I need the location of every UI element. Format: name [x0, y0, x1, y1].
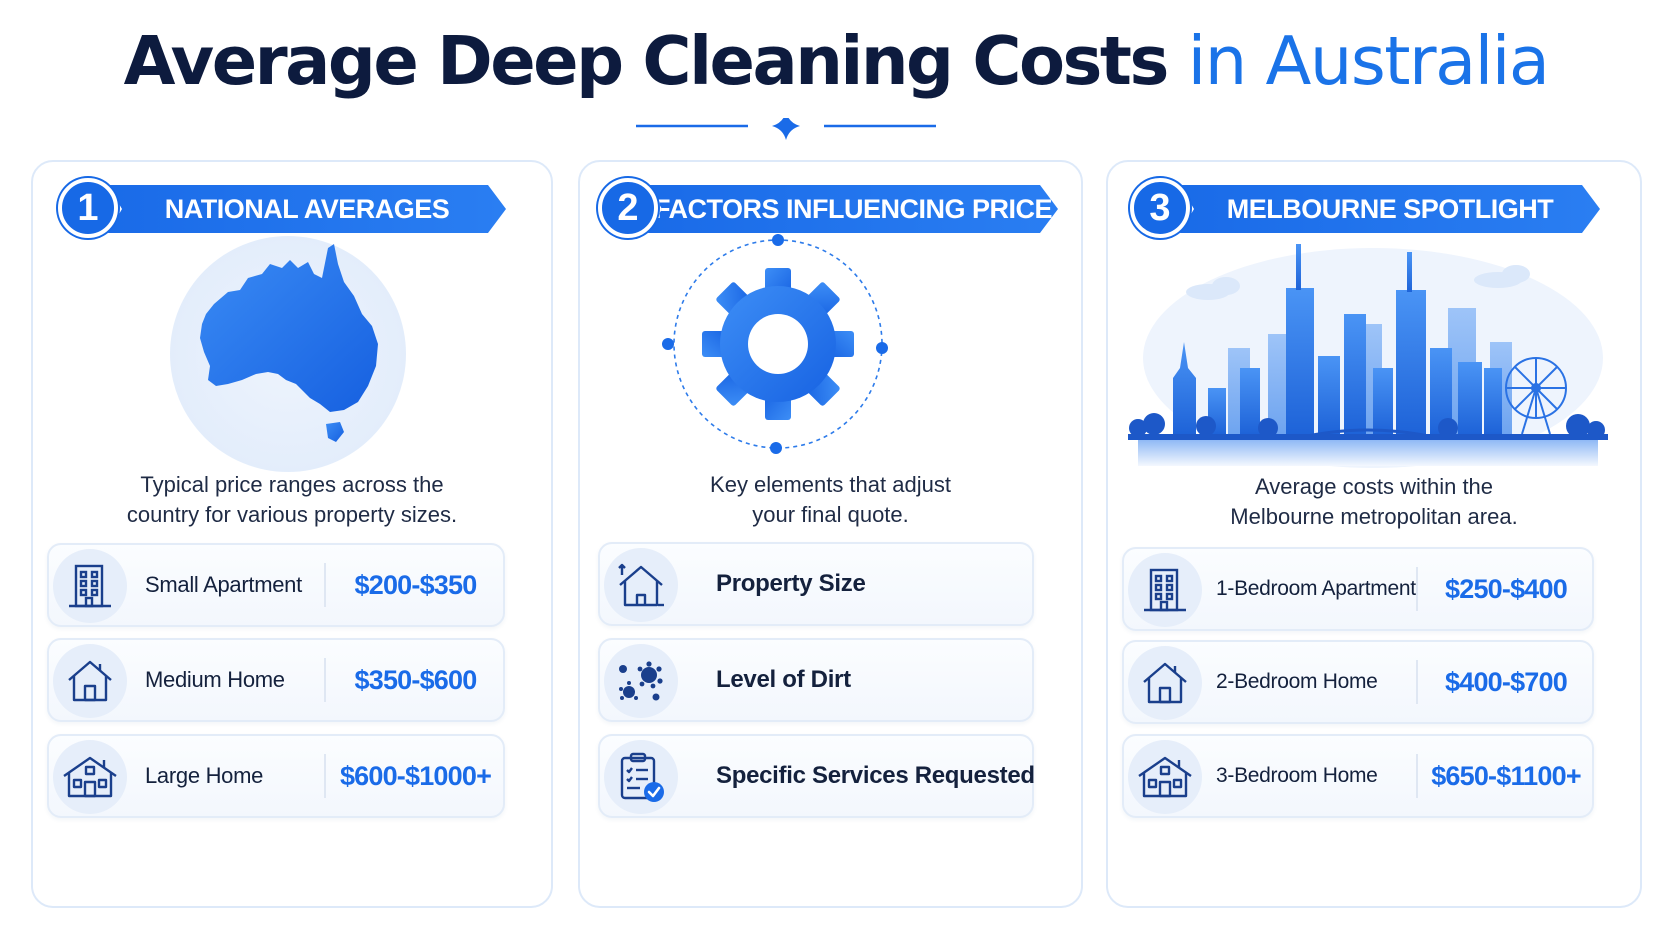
list-item: 2-Bedroom Home $400-$700 — [1122, 640, 1594, 724]
checklist-icon — [604, 740, 678, 814]
large-house-icon — [1128, 740, 1202, 814]
page-title: Average Deep Cleaning Costs in Australia — [0, 22, 1672, 100]
gear-icon — [662, 234, 888, 454]
list-item: 1-Bedroom Apartment $250-$400 — [1122, 547, 1594, 631]
sparkle-divider-icon — [636, 118, 936, 140]
list-item: Small Apartment $200-$350 — [47, 543, 505, 627]
house-icon — [53, 644, 127, 718]
title-accent: in Australia — [1187, 22, 1550, 100]
row-label: Medium Home — [145, 667, 285, 692]
large-house-icon — [53, 740, 127, 814]
apartment-building-icon — [53, 549, 127, 623]
row-label: Large Home — [145, 763, 264, 788]
apartment-building-icon — [1128, 553, 1202, 627]
list-item: Large Home $600-$1000+ — [47, 734, 505, 818]
melbourne-card: 3 MELBOURNE SPOTLIGHT — [1106, 160, 1642, 908]
house-icon — [1128, 646, 1202, 720]
list-item: Specific Services Requested — [598, 734, 1035, 818]
row-label: 2-Bedroom Home — [1216, 670, 1378, 693]
divider — [1416, 567, 1418, 611]
row-price: $650-$1100+ — [1431, 760, 1581, 791]
section-heading: FACTORS INFLUENCING PRICE — [648, 185, 1058, 233]
section-description: Average costs within the Melbourne metro… — [1230, 474, 1518, 529]
list-item: Level of Dirt — [598, 638, 1034, 722]
row-label: Small Apartment — [145, 572, 302, 597]
divider — [1416, 660, 1418, 704]
divider — [324, 658, 326, 702]
list-item: Property Size — [598, 542, 1034, 626]
title-main: Average Deep Cleaning Costs — [123, 22, 1170, 100]
australia-map-icon — [170, 236, 406, 472]
row-price: $350-$600 — [354, 664, 478, 695]
factors-card: 2 FACTORS INFLUENCING PRICE — [578, 160, 1083, 908]
row-price: $400-$700 — [1445, 666, 1568, 697]
national-averages-card: 1 NATIONAL AVERAGES Typical price ranges… — [31, 160, 553, 908]
house-size-icon — [604, 548, 678, 622]
row-price: $250-$400 — [1445, 573, 1568, 604]
row-label: Specific Services Requested — [716, 762, 1035, 789]
dirt-particles-icon — [604, 644, 678, 718]
row-label: Level of Dirt — [716, 666, 851, 693]
row-price: $600-$1000+ — [339, 760, 492, 791]
row-label: Property Size — [716, 570, 866, 597]
list-item: Medium Home $350-$600 — [47, 638, 505, 722]
section-heading: MELBOURNE SPOTLIGHT — [1180, 185, 1600, 233]
section-description: Typical price ranges across the country … — [126, 472, 458, 527]
divider — [324, 563, 326, 607]
divider — [1416, 754, 1418, 798]
section-heading: NATIONAL AVERAGES — [108, 185, 506, 233]
section-number: 2 — [598, 178, 658, 238]
section-number: 3 — [1130, 178, 1190, 238]
divider — [324, 754, 326, 798]
row-label: 1-Bedroom Apartment — [1216, 577, 1416, 600]
section-description: Key elements that adjust your final quot… — [710, 472, 951, 527]
list-item: 3-Bedroom Home $650-$1100+ — [1122, 734, 1594, 818]
row-price: $200-$350 — [354, 569, 478, 600]
row-label: 3-Bedroom Home — [1216, 764, 1378, 787]
section-number: 1 — [58, 178, 118, 238]
melbourne-skyline-icon — [1128, 244, 1608, 468]
